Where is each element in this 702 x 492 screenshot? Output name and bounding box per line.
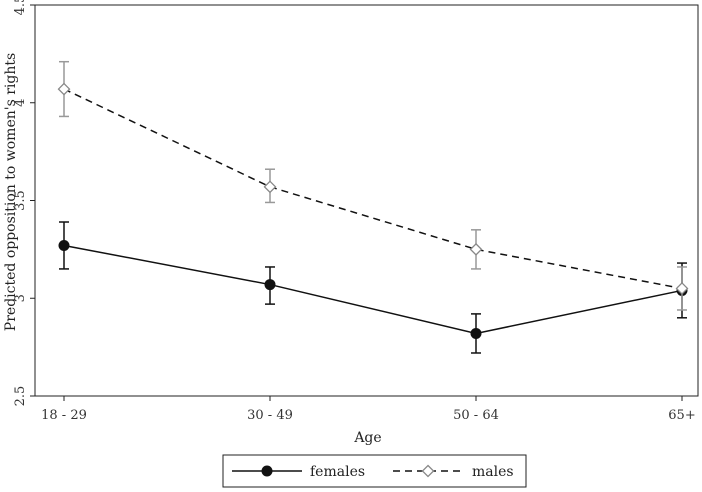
x-tick-label: 50 - 64 <box>453 408 499 423</box>
data-point <box>57 82 71 96</box>
x-axis-title: Age <box>353 430 381 446</box>
series-males <box>57 60 689 311</box>
series-layer <box>57 60 689 354</box>
x-tick-label: 18 - 29 <box>41 408 87 423</box>
legend-marker-males <box>421 464 435 478</box>
y-axis-title: Predicted opposition to women's rights <box>3 53 19 331</box>
y-tick-label: 4 <box>13 99 28 107</box>
y-tick-label: 2.5 <box>13 386 28 407</box>
series-females <box>58 221 688 354</box>
data-point <box>470 327 482 339</box>
legend: females males <box>222 454 527 488</box>
x-tick-label: 65+ <box>668 408 695 423</box>
legend-marker-females <box>261 465 273 477</box>
y-tick-label: 3 <box>13 294 28 302</box>
plot-frame <box>34 4 699 397</box>
y-axis: 2.5 3 3.5 4 4.5 <box>13 0 35 406</box>
data-point <box>469 242 483 256</box>
data-point <box>58 239 70 251</box>
data-point <box>263 180 277 194</box>
x-axis: 18 - 29 30 - 49 50 - 64 65+ <box>41 396 696 423</box>
legend-label-females: females <box>310 464 365 480</box>
plot-border <box>34 4 699 397</box>
y-tick-label: 4.5 <box>13 0 28 15</box>
series-line <box>63 244 683 335</box>
legend-label-males: males <box>472 464 514 480</box>
x-tick-label: 30 - 49 <box>247 408 293 423</box>
series-line <box>63 88 683 290</box>
y-tick-label: 3.5 <box>13 190 28 211</box>
data-point <box>675 282 689 295</box>
data-point <box>264 279 276 291</box>
